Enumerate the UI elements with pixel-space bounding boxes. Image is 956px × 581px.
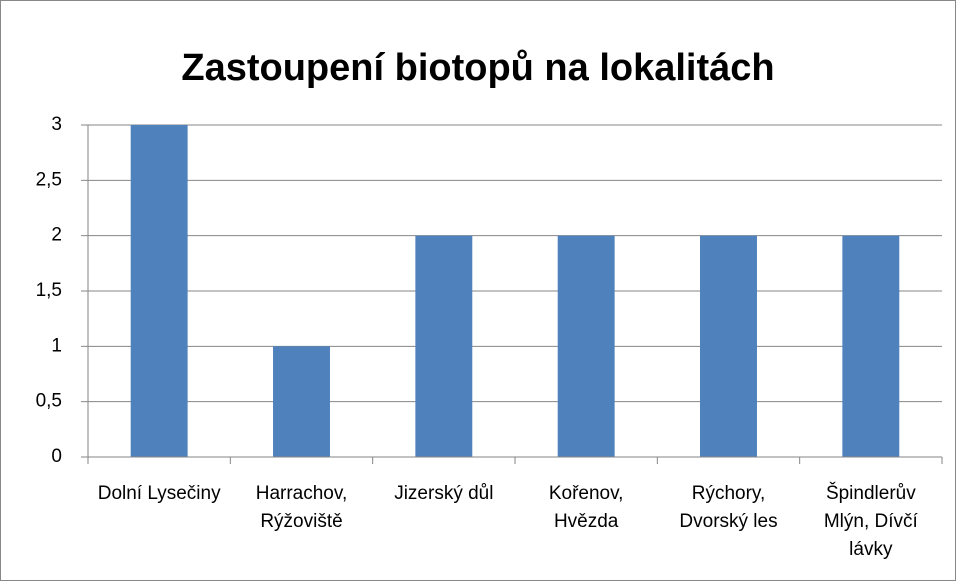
bar	[842, 235, 900, 457]
x-tick-label: Jizerský důl	[394, 483, 494, 504]
bar	[415, 235, 473, 457]
x-tick-label: Kořenov, Hvězda	[548, 483, 624, 532]
y-tick-label: 2	[51, 225, 62, 246]
y-tick-label: 1	[51, 335, 62, 356]
chart-title: Zastoupení biotopů na lokalitách	[181, 47, 774, 89]
x-tick-label: Harrachov, Rýžoviště	[255, 483, 348, 532]
y-tick-label: 3	[51, 114, 62, 135]
y-tick-label: 0,5	[36, 391, 62, 412]
x-tick-label: Dolní Lysečiny	[97, 483, 221, 504]
bar	[557, 235, 615, 457]
y-tick-label: 1,5	[36, 280, 62, 301]
bar	[130, 125, 188, 457]
x-tick-label: Špindlerův Mlýn, Dívčí lávky	[823, 483, 918, 560]
x-tick-label: Rýchory, Dvorský les	[679, 483, 778, 532]
y-tick-label: 2,5	[36, 169, 62, 190]
bar	[273, 346, 330, 457]
y-tick-label: 0	[51, 446, 62, 467]
bar	[700, 235, 757, 457]
